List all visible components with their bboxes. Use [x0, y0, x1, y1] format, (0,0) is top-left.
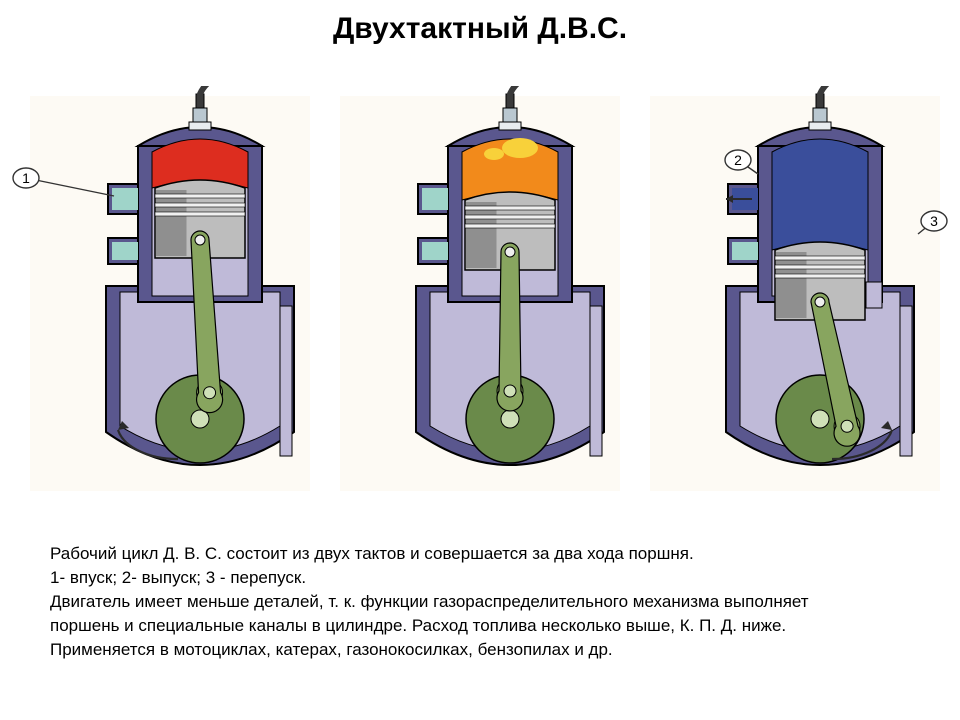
engine-panel [340, 86, 620, 491]
caption-line: Рабочий цикл Д. В. С. состоит из двух та… [50, 542, 930, 566]
svg-text:1: 1 [22, 170, 30, 186]
caption-block: Рабочий цикл Д. В. С. состоит из двух та… [50, 542, 930, 662]
caption-line: Двигатель имеет меньше деталей, т. к. фу… [50, 590, 930, 614]
engine-diagram-svg: 1 2 3 [0, 86, 960, 498]
svg-text:2: 2 [734, 152, 742, 168]
engine-panel [26, 86, 310, 491]
diagram-area: 1 2 3 [0, 86, 960, 498]
caption-line: поршень и специальные каналы в цилиндре.… [50, 614, 930, 638]
caption-line: Применяется в мотоциклах, катерах, газон… [50, 638, 930, 662]
callout-label: 3 [921, 211, 947, 231]
page-title: Двухтактный Д.В.С. [0, 12, 960, 46]
callout-label: 2 [725, 150, 751, 170]
caption-line: 1- впуск; 2- выпуск; 3 - перепуск. [50, 566, 930, 590]
callout-label: 1 [13, 168, 39, 188]
engine-panel [650, 86, 940, 491]
svg-text:3: 3 [930, 213, 938, 229]
